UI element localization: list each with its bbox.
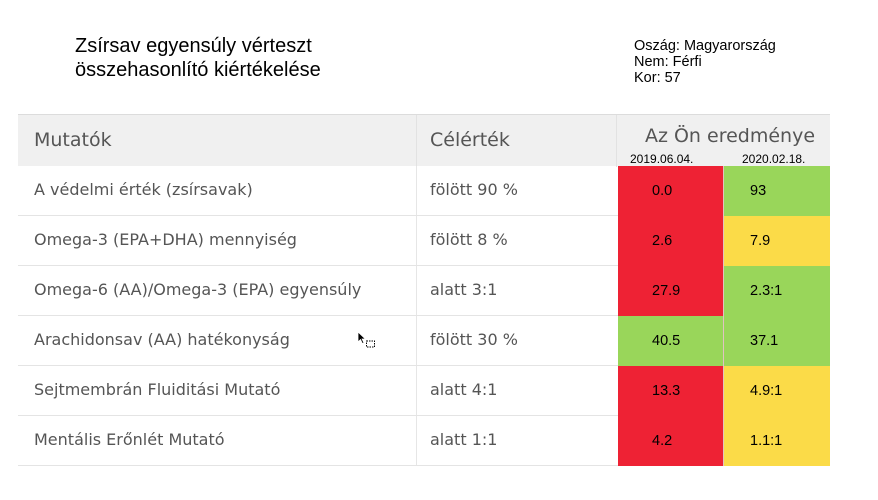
report-title: Zsírsav egyensúly vérteszt összehasonlít… [75, 34, 321, 82]
row-label: Mentális Erőnlét Mutató [34, 430, 225, 449]
mouse-pointer-with-copy-icon [357, 331, 375, 348]
report-title-line2: összehasonlító kiértékelése [75, 59, 321, 81]
table-header: Mutatók Célérték Az Ön eredménye 2019.06… [18, 114, 830, 167]
table-row: Mentális Erőnlét Mutató alatt 1:1 [18, 416, 618, 466]
result-second: 37.1 [724, 316, 830, 366]
gender-label: Nem: Férfi [634, 54, 702, 70]
header-indicator: Mutatók [34, 129, 112, 151]
result-value: 7.9 [750, 233, 771, 249]
result-first: 2.6 [618, 216, 724, 266]
row-target: alatt 4:1 [430, 380, 498, 399]
result-value: 4.2 [652, 433, 673, 449]
row-target: alatt 1:1 [430, 430, 498, 449]
row-label: Sejtmembrán Fluiditási Mutató [34, 380, 281, 399]
result-first: 0.0 [618, 166, 724, 216]
row-label: Omega-3 (EPA+DHA) mennyiség [34, 230, 297, 249]
result-value: 13.3 [652, 383, 681, 399]
results-table: Mutatók Célérték Az Ön eredménye 2019.06… [18, 114, 830, 466]
header-separator [616, 115, 617, 167]
result-first: 40.5 [618, 316, 724, 366]
row-target: alatt 3:1 [430, 280, 498, 299]
result-value: 93 [750, 183, 767, 199]
result-second: 4.9:1 [724, 366, 830, 416]
result-value: 40.5 [652, 333, 681, 349]
country-label: Oszág: Magyarország [634, 38, 776, 54]
row-label: Omega-6 (AA)/Omega-3 (EPA) egyensúly [34, 280, 362, 299]
table-row: Sejtmembrán Fluiditási Mutató alatt 4:1 [18, 366, 618, 416]
result-value: 4.9:1 [750, 383, 783, 399]
result-first: 4.2 [618, 416, 724, 466]
result-second: 7.9 [724, 216, 830, 266]
date-first: 2019.06.04. [630, 152, 694, 166]
table-row: Arachidonsav (AA) hatékonyság fölött 30 … [18, 316, 618, 366]
result-second: 1.1:1 [724, 416, 830, 466]
row-target: fölött 8 % [430, 230, 508, 249]
result-value: 1.1:1 [750, 433, 783, 449]
header-result: Az Ön eredménye [644, 125, 816, 147]
row-target: fölött 30 % [430, 330, 518, 349]
patient-info: Oszág: Magyarország Nem: Férfi Kor: 57 [634, 38, 776, 86]
result-value: 0.0 [652, 183, 673, 199]
row-label: Arachidonsav (AA) hatékonyság [34, 330, 290, 349]
table-row: Omega-3 (EPA+DHA) mennyiség fölött 8 % [18, 216, 618, 266]
column-separator [416, 166, 417, 466]
header-separator [416, 115, 417, 167]
result-value: 27.9 [652, 283, 681, 299]
row-target: fölött 90 % [430, 180, 518, 199]
result-value: 37.1 [750, 333, 779, 349]
date-second: 2020.02.18. [742, 152, 806, 166]
result-first: 27.9 [618, 266, 724, 316]
result-first: 13.3 [618, 366, 724, 416]
table-row: A védelmi érték (zsírsavak) fölött 90 % [18, 166, 618, 216]
age-label: Kor: 57 [634, 70, 681, 86]
result-value: 2.3:1 [750, 283, 783, 299]
report-title-line1: Zsírsav egyensúly vérteszt [75, 35, 312, 57]
result-second: 93 [724, 166, 830, 216]
table-row: Omega-6 (AA)/Omega-3 (EPA) egyensúly ala… [18, 266, 618, 316]
result-second: 2.3:1 [724, 266, 830, 316]
header-target: Célérték [430, 129, 510, 151]
row-label: A védelmi érték (zsírsavak) [34, 180, 253, 199]
result-value: 2.6 [652, 233, 673, 249]
